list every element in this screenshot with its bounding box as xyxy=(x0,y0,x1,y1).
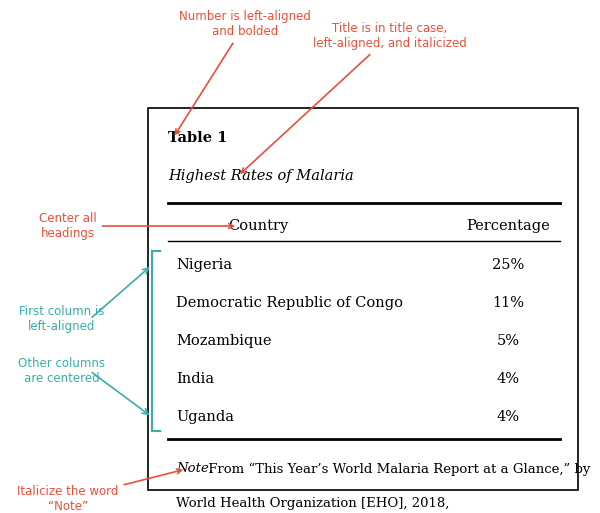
Text: Table 1: Table 1 xyxy=(168,131,227,145)
Text: Note.: Note. xyxy=(176,463,213,476)
Text: Number is left-aligned
and bolded: Number is left-aligned and bolded xyxy=(175,10,311,134)
Text: 4%: 4% xyxy=(497,372,520,386)
Text: 4%: 4% xyxy=(497,410,520,424)
Text: First column is
left-aligned: First column is left-aligned xyxy=(19,305,104,333)
Text: 25%: 25% xyxy=(492,258,524,272)
Text: Mozambique: Mozambique xyxy=(176,334,271,348)
Text: From “This Year’s World Malaria Report at a Glance,” by: From “This Year’s World Malaria Report a… xyxy=(204,462,590,476)
Text: World Health Organization [EHO], 2018,: World Health Organization [EHO], 2018, xyxy=(176,497,449,509)
Bar xyxy=(148,108,578,490)
Text: Italicize the word
“Note”: Italicize the word “Note” xyxy=(17,469,182,513)
Text: 5%: 5% xyxy=(497,334,520,348)
Text: Nigeria: Nigeria xyxy=(176,258,232,272)
Text: Center all
headings: Center all headings xyxy=(39,212,233,240)
Text: Title is in title case,
left-aligned, and italicized: Title is in title case, left-aligned, an… xyxy=(241,22,467,173)
Text: Other columns
are centered: Other columns are centered xyxy=(19,357,106,385)
Text: Country: Country xyxy=(228,219,288,233)
Text: Highest Rates of Malaria: Highest Rates of Malaria xyxy=(168,169,354,183)
Text: Uganda: Uganda xyxy=(176,410,234,424)
Text: India: India xyxy=(176,372,214,386)
Text: Democratic Republic of Congo: Democratic Republic of Congo xyxy=(176,296,403,310)
Text: Percentage: Percentage xyxy=(466,219,550,233)
Text: 11%: 11% xyxy=(492,296,524,310)
